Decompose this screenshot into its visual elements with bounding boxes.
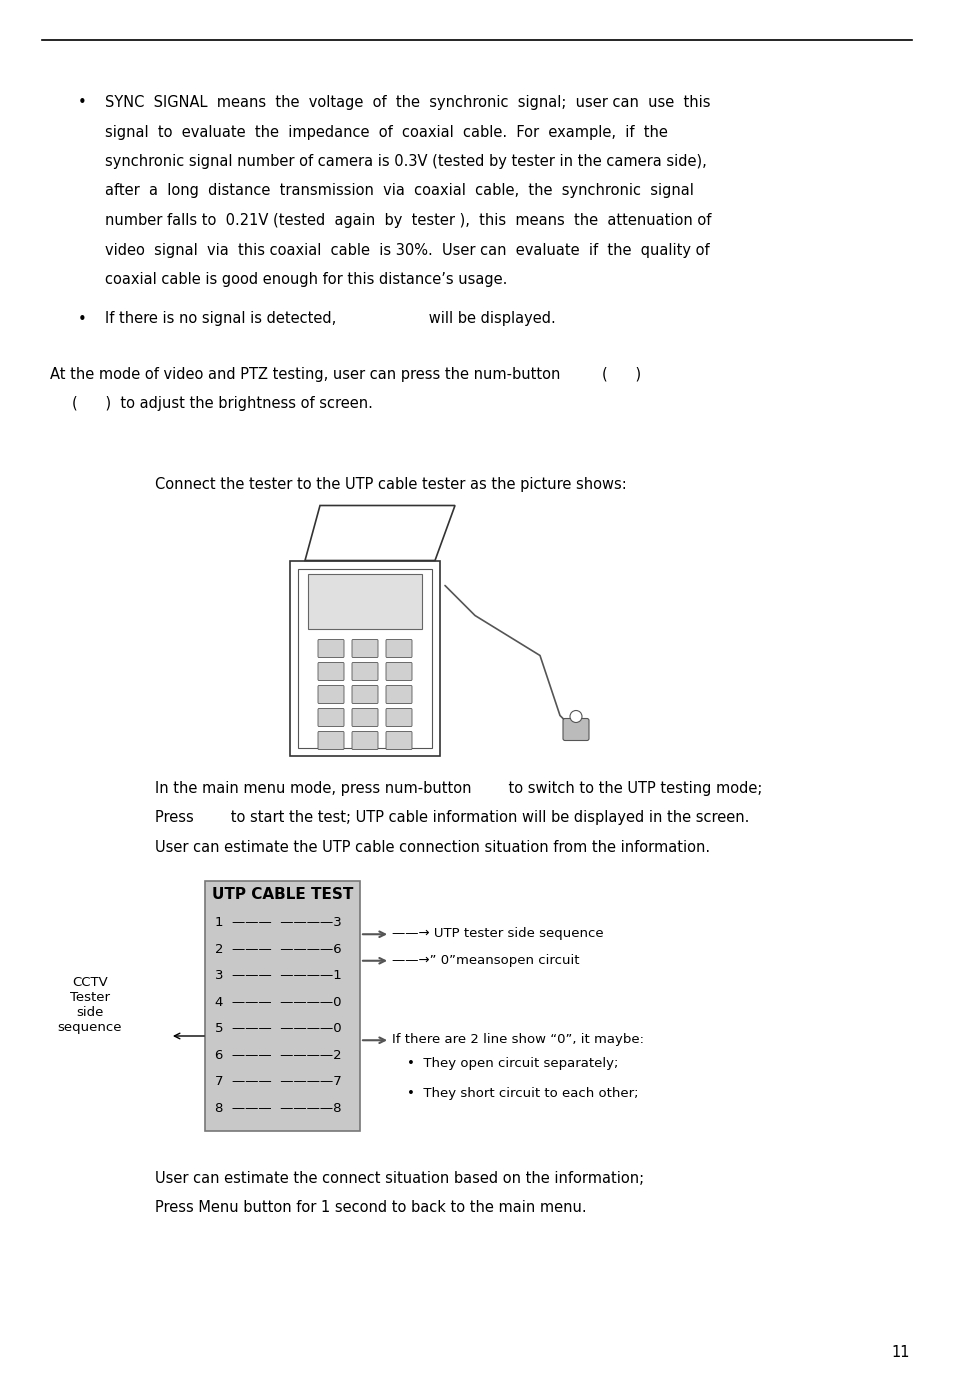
FancyBboxPatch shape <box>352 709 377 727</box>
Text: CCTV
Tester
side
sequence: CCTV Tester side sequence <box>58 976 122 1034</box>
Text: ——→ UTP tester side sequence: ——→ UTP tester side sequence <box>392 927 603 940</box>
Text: 2  ———  ————6: 2 ——— ————6 <box>214 943 341 955</box>
Text: after  a  long  distance  transmission  via  coaxial  cable,  the  synchronic  s: after a long distance transmission via c… <box>105 184 693 199</box>
Text: User can estimate the connect situation based on the information;: User can estimate the connect situation … <box>154 1171 643 1186</box>
Bar <box>205 880 359 1130</box>
FancyBboxPatch shape <box>562 719 588 741</box>
FancyBboxPatch shape <box>352 731 377 749</box>
Text: Press Menu button for 1 second to back to the main menu.: Press Menu button for 1 second to back t… <box>154 1201 586 1216</box>
Text: 8  ———  ————8: 8 ——— ————8 <box>214 1101 341 1114</box>
Text: video  signal  via  this coaxial  cable  is 30%.  User can  evaluate  if  the  q: video signal via this coaxial cable is 3… <box>105 242 709 257</box>
Text: •  They short circuit to each other;: • They short circuit to each other; <box>407 1086 638 1100</box>
FancyBboxPatch shape <box>386 640 412 658</box>
FancyBboxPatch shape <box>317 731 344 749</box>
Text: •  They open circuit separately;: • They open circuit separately; <box>407 1057 618 1070</box>
Text: number falls to  0.21V (tested  again  by  tester ),  this  means  the  attenuat: number falls to 0.21V (tested again by t… <box>105 213 711 228</box>
Text: 3  ———  ————1: 3 ——— ————1 <box>214 969 341 983</box>
Text: 11: 11 <box>890 1345 909 1360</box>
Text: (      )  to adjust the brightness of screen.: ( ) to adjust the brightness of screen. <box>71 397 373 410</box>
Text: 5  ———  ————0: 5 ——— ————0 <box>214 1023 341 1035</box>
Bar <box>290 561 439 756</box>
Text: If there is no signal is detected,                    will be displayed.: If there is no signal is detected, will … <box>105 311 556 326</box>
Text: synchronic signal number of camera is 0.3V (tested by tester in the camera side): synchronic signal number of camera is 0.… <box>105 153 706 169</box>
Bar <box>308 574 421 629</box>
Text: In the main menu mode, press num-button        to switch to the UTP testing mode: In the main menu mode, press num-button … <box>154 781 761 796</box>
Text: 7  ———  ————7: 7 ——— ————7 <box>214 1075 341 1088</box>
Polygon shape <box>305 506 455 561</box>
Text: At the mode of video and PTZ testing, user can press the num-button         (   : At the mode of video and PTZ testing, us… <box>50 366 640 381</box>
Bar <box>297 568 432 748</box>
Text: ——→” 0”meansopen circuit: ——→” 0”meansopen circuit <box>392 954 578 967</box>
Text: If there are 2 line show “0”, it maybe:: If there are 2 line show “0”, it maybe: <box>392 1034 643 1046</box>
Text: User can estimate the UTP cable connection situation from the information.: User can estimate the UTP cable connecti… <box>154 839 709 854</box>
FancyBboxPatch shape <box>386 731 412 749</box>
Text: •: • <box>77 311 87 326</box>
Text: 4  ———  ————0: 4 ——— ————0 <box>214 995 341 1009</box>
FancyBboxPatch shape <box>317 709 344 727</box>
FancyBboxPatch shape <box>352 662 377 680</box>
FancyBboxPatch shape <box>386 709 412 727</box>
Text: Connect the tester to the UTP cable tester as the picture shows:: Connect the tester to the UTP cable test… <box>154 478 626 492</box>
FancyBboxPatch shape <box>352 640 377 658</box>
FancyBboxPatch shape <box>317 685 344 703</box>
Text: Press        to start the test; UTP cable information will be displayed in the s: Press to start the test; UTP cable infor… <box>154 810 749 825</box>
FancyBboxPatch shape <box>386 662 412 680</box>
FancyBboxPatch shape <box>317 640 344 658</box>
Text: 1  ———  ————3: 1 ——— ————3 <box>214 916 341 929</box>
Text: 6  ———  ————2: 6 ——— ————2 <box>214 1049 341 1061</box>
FancyBboxPatch shape <box>317 662 344 680</box>
Text: •: • <box>77 95 87 111</box>
Text: signal  to  evaluate  the  impedance  of  coaxial  cable.  For  example,  if  th: signal to evaluate the impedance of coax… <box>105 124 667 140</box>
FancyBboxPatch shape <box>352 685 377 703</box>
Circle shape <box>569 710 581 723</box>
Text: UTP CABLE TEST: UTP CABLE TEST <box>212 887 353 902</box>
Text: coaxial cable is good enough for this distance’s usage.: coaxial cable is good enough for this di… <box>105 272 507 287</box>
Text: SYNC  SIGNAL  means  the  voltage  of  the  synchronic  signal;  user can  use  : SYNC SIGNAL means the voltage of the syn… <box>105 95 710 111</box>
FancyBboxPatch shape <box>386 685 412 703</box>
